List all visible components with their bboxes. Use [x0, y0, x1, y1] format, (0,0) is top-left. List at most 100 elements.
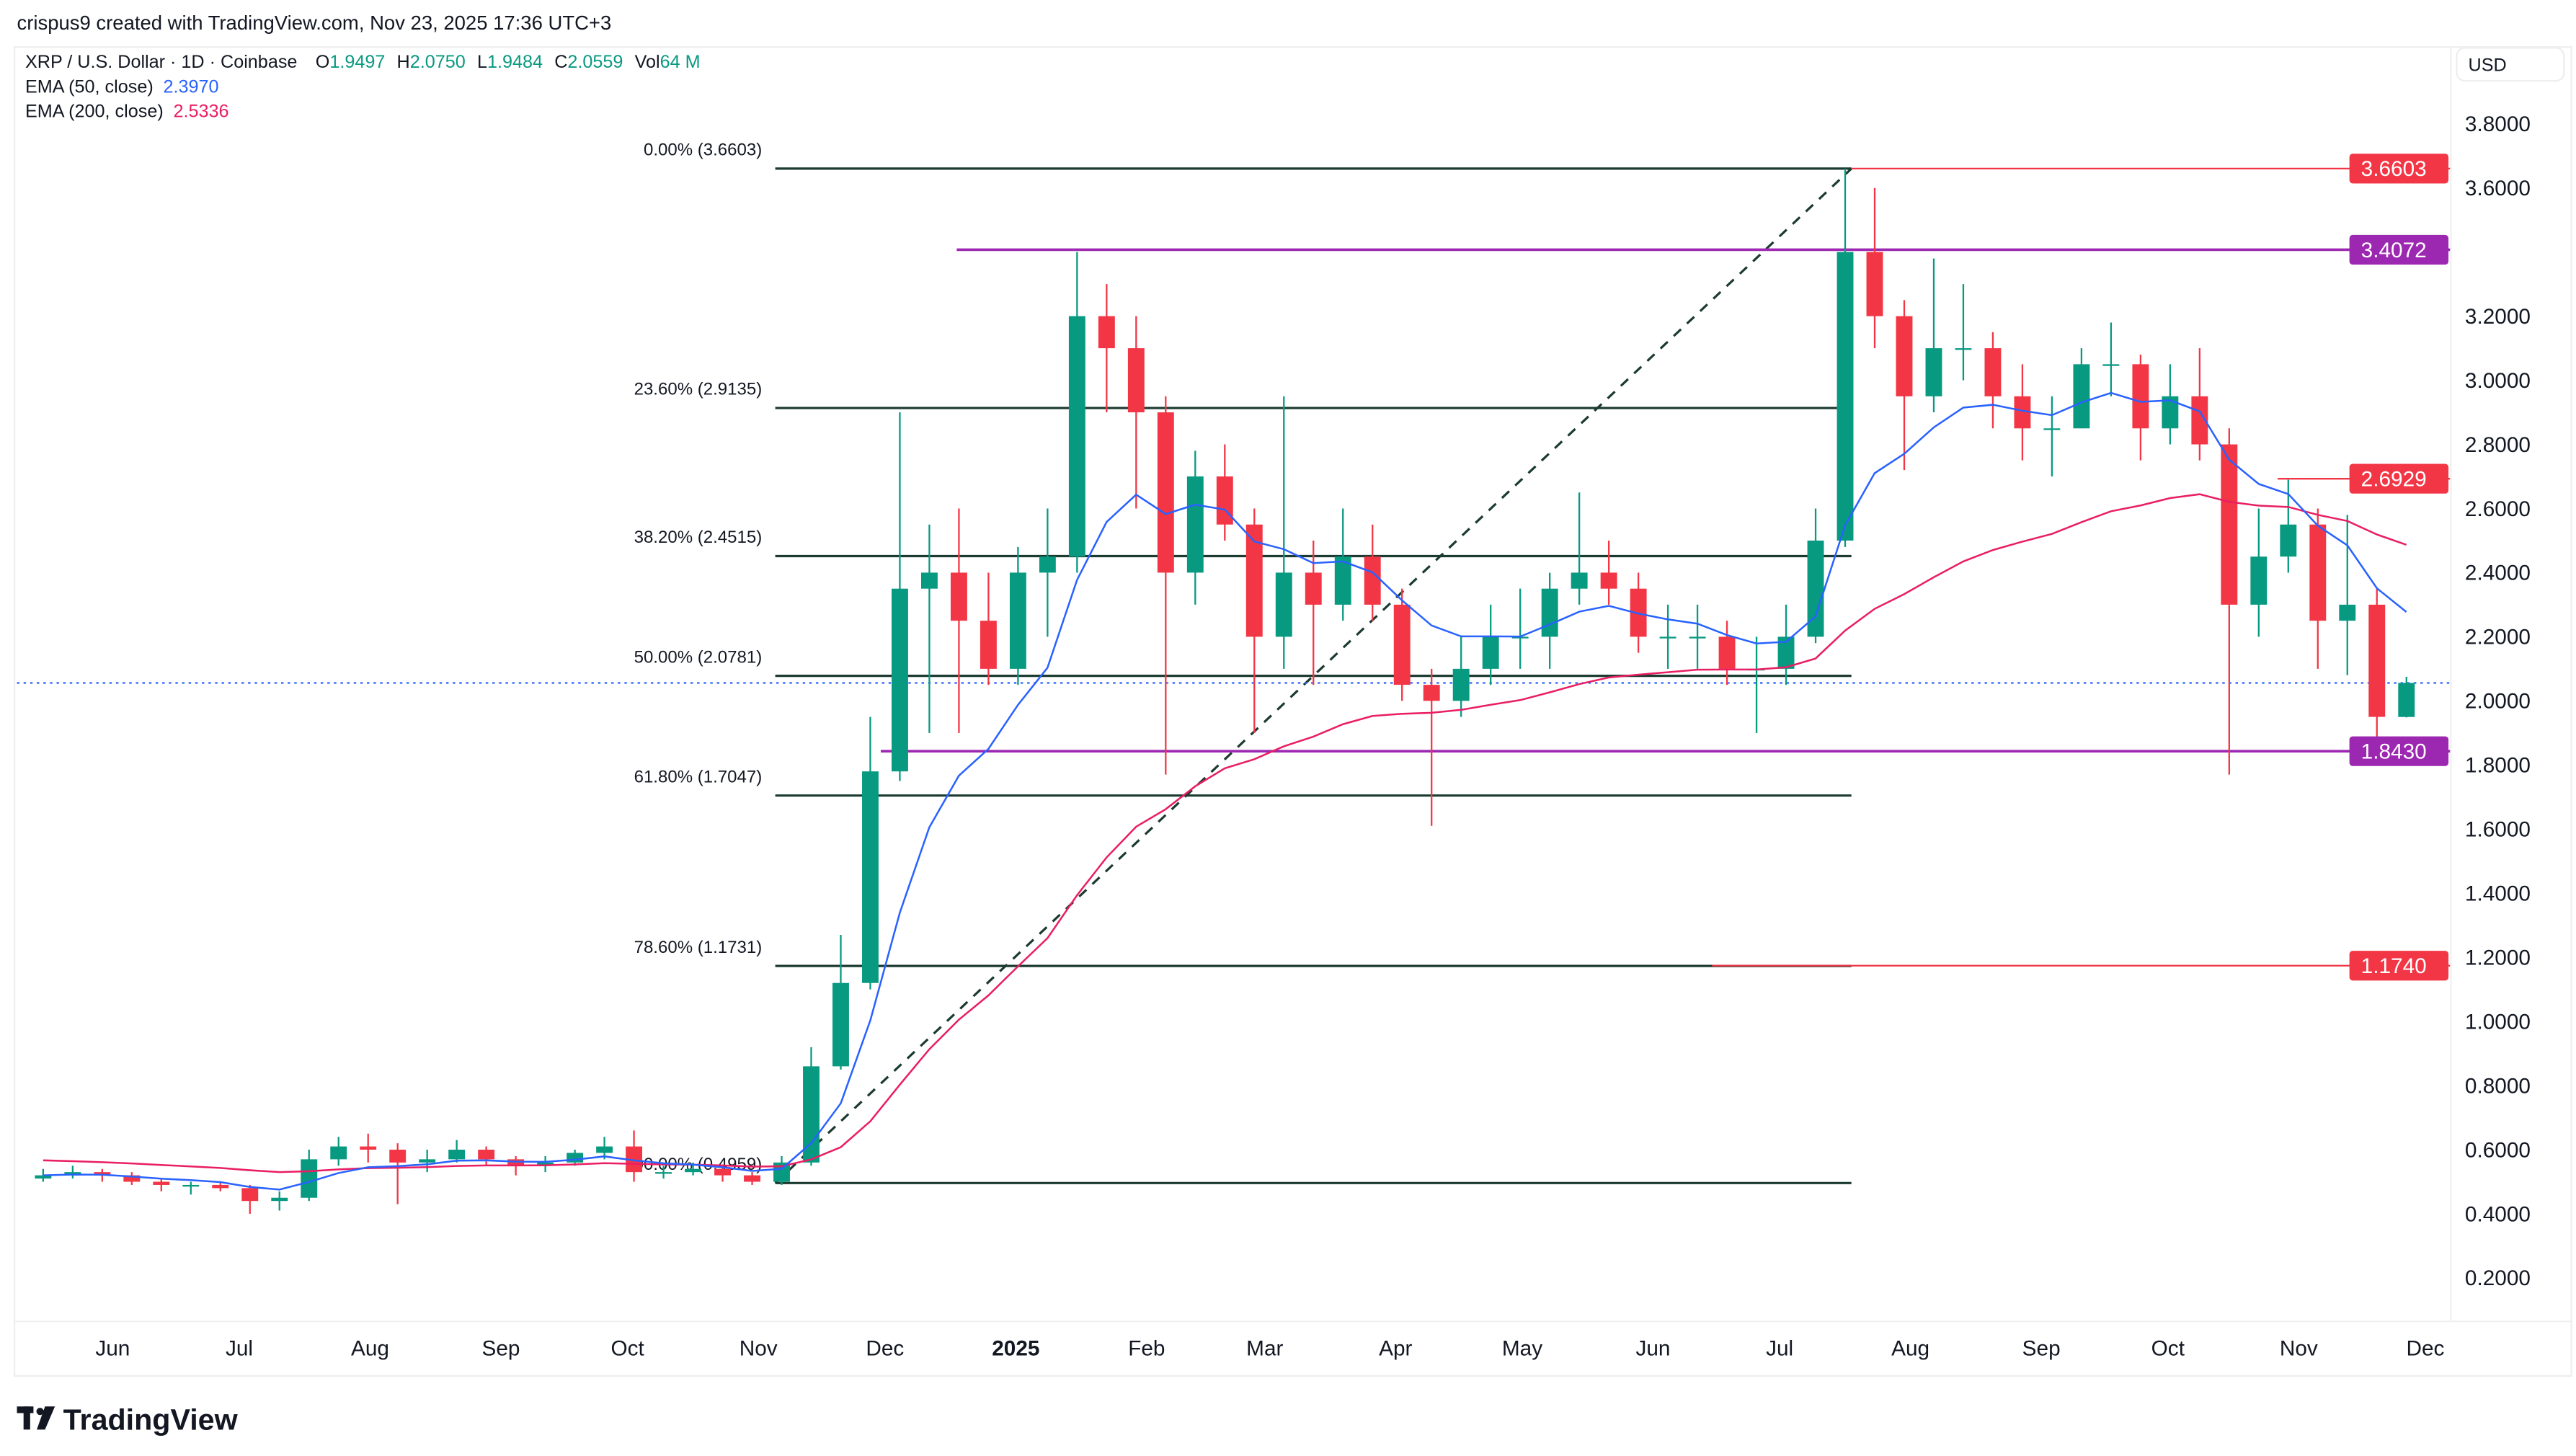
price-tick-label: 3.2000: [2465, 305, 2531, 329]
candle: [1157, 396, 1174, 775]
candle-body: [1777, 636, 1795, 669]
currency-button[interactable]: USD: [2456, 47, 2565, 82]
candle: [360, 1133, 377, 1163]
candle-body: [567, 1153, 584, 1163]
candle-body: [1275, 572, 1292, 637]
fib-level-label: 61.80% (1.7047): [634, 767, 763, 786]
candle: [920, 524, 938, 733]
price-tick-label: 2.6000: [2465, 497, 2531, 521]
candle-body: [212, 1184, 229, 1189]
candle: [182, 1181, 200, 1195]
candle: [1245, 508, 1263, 733]
horizontal-lines[interactable]: [880, 167, 2451, 967]
svg-text:XRP / U.S. Dollar · 1D · Coinb: XRP / U.S. Dollar · 1D · Coinbase O1.949…: [25, 52, 701, 72]
candle: [271, 1191, 288, 1211]
open-value: 1.9497: [329, 52, 385, 72]
candle-body: [1807, 540, 1824, 637]
candle-body: [1423, 685, 1440, 701]
candle: [1896, 300, 1913, 471]
time-axis[interactable]: Jun Jul Aug Sep Oct Nov Dec 2025 Feb Mar Apr May Jun…: [95, 1336, 2444, 1360]
candle: [2221, 428, 2238, 775]
tradingview-logo[interactable]: TradingView: [17, 1403, 239, 1436]
time-tick-label: Jul: [1766, 1336, 1793, 1360]
candle: [1039, 508, 1056, 637]
price-tick-label: 1.6000: [2465, 818, 2531, 842]
caption: crispus9 created with TradingView.com, N…: [17, 12, 612, 34]
candle-body: [94, 1172, 111, 1176]
time-tick-label: Aug: [1891, 1336, 1929, 1360]
candle-body: [1334, 556, 1351, 605]
price-badge: [2349, 951, 2449, 981]
candle: [1777, 604, 1795, 685]
fib-level-label: 38.20% (2.4515): [634, 528, 763, 547]
candle-body: [1098, 316, 1115, 349]
price-badge: [2349, 234, 2449, 265]
ema50-line: [43, 391, 2407, 1191]
time-tick-label: Sep: [2022, 1336, 2061, 1360]
time-tick-label: Jun: [1635, 1336, 1670, 1360]
candle: [626, 1130, 643, 1182]
candle-body: [596, 1146, 613, 1153]
candle-body: [655, 1172, 672, 1174]
fib-level-label: 0.00% (3.6603): [644, 141, 762, 160]
candle-body: [330, 1146, 347, 1160]
candle: [2132, 355, 2149, 461]
candle-body: [1393, 604, 1411, 685]
candle: [1984, 332, 2002, 429]
candle: [862, 716, 879, 990]
price-badge-label: 1.1740: [2361, 954, 2427, 978]
close-value: 2.0559: [567, 52, 623, 72]
candle-body: [537, 1162, 554, 1166]
candle-body: [2398, 683, 2415, 717]
volume-value: 64 M: [660, 52, 701, 72]
candle: [330, 1137, 347, 1166]
candle-body: [1600, 572, 1617, 589]
ema200-line: [43, 493, 2407, 1173]
candle: [744, 1172, 760, 1185]
candle-body: [2309, 524, 2327, 621]
ema50-legend[interactable]: EMA (50, close) 2.3970: [25, 76, 219, 97]
ema200-legend[interactable]: EMA (200, close) 2.5336: [25, 102, 229, 122]
chart-frame: [13, 46, 2572, 1377]
price-tick-label: 1.0000: [2465, 1010, 2531, 1034]
candle: [1955, 284, 1972, 381]
candle: [1925, 258, 1942, 413]
candles: [35, 169, 2415, 1214]
price-badge-label: 3.4072: [2361, 239, 2427, 262]
time-tick-label: Apr: [1379, 1336, 1412, 1360]
price-tick-label: 3.8000: [2465, 112, 2531, 136]
candle: [389, 1143, 407, 1204]
candle-body: [2368, 604, 2386, 717]
time-tick-label: Aug: [351, 1336, 389, 1360]
price-tick-label: 3.6000: [2465, 177, 2531, 200]
candle-body: [862, 771, 879, 983]
price-tick-label: 0.8000: [2465, 1074, 2531, 1098]
candle: [2368, 588, 2386, 759]
candle: [1836, 169, 1854, 547]
candle: [478, 1146, 495, 1166]
candle: [212, 1181, 229, 1191]
time-tick-label: Jun: [95, 1336, 130, 1360]
currency-label: USD: [2469, 55, 2507, 75]
price-tick-label: 2.2000: [2465, 626, 2531, 649]
candle: [537, 1155, 554, 1173]
candle-body: [2132, 364, 2149, 429]
price-tick-label: 2.4000: [2465, 561, 2531, 585]
candle-body: [2339, 604, 2356, 621]
candle: [2398, 676, 2415, 718]
candle: [1127, 316, 1145, 509]
candle: [123, 1172, 141, 1185]
candle: [1866, 187, 1883, 349]
candle-body: [1157, 412, 1174, 573]
candle-body: [980, 621, 997, 669]
candle-body: [2073, 364, 2090, 429]
candle-body: [2221, 444, 2238, 605]
candle: [1098, 284, 1115, 413]
candle: [1305, 540, 1322, 685]
candle: [153, 1178, 170, 1191]
candle-body: [1984, 348, 2002, 396]
price-axis[interactable]: 3.8000 3.6000 3.2000 3.0000 2.8000 2.6000 2.40…: [2465, 112, 2531, 1290]
candle-body: [1896, 316, 1913, 396]
fib-level-label: 23.60% (2.9135): [634, 380, 763, 399]
candle: [1275, 396, 1292, 669]
